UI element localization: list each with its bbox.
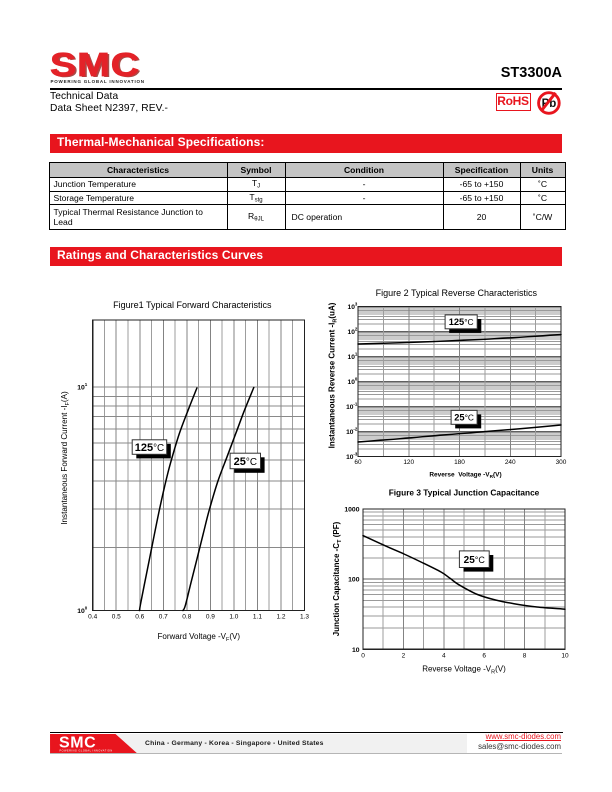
svg-text:0.8: 0.8 (182, 614, 191, 621)
svg-text:10: 10 (561, 653, 569, 660)
svg-text:0.4: 0.4 (88, 614, 97, 621)
svg-text:0: 0 (361, 653, 365, 660)
svg-text:60: 60 (354, 459, 362, 466)
svg-text:Instantaneous Reverse Current: Instantaneous Reverse Current -IR(uA) (328, 302, 339, 448)
svg-text:0.6: 0.6 (135, 614, 144, 621)
svg-text:100: 100 (348, 377, 358, 386)
svg-text:10-2: 10-2 (346, 427, 358, 436)
svg-text:101: 101 (77, 382, 88, 392)
svg-text:125°C: 125°C (449, 317, 474, 327)
svg-text:25°C: 25°C (234, 456, 257, 468)
svg-text:4: 4 (442, 653, 446, 660)
svg-text:Figure 2 Typical Reverse Chara: Figure 2 Typical Reverse Characteristics (376, 288, 538, 298)
svg-text:1.1: 1.1 (253, 614, 262, 621)
svg-text:10: 10 (352, 647, 360, 654)
svg-text:Figure1 Typical Forward Charac: Figure1 Typical Forward Characteristics (113, 300, 272, 310)
svg-text:180: 180 (454, 459, 465, 466)
svg-text:25°C: 25°C (464, 555, 486, 566)
svg-text:300: 300 (556, 459, 567, 466)
svg-text:1.3: 1.3 (300, 614, 309, 621)
svg-text:240: 240 (505, 459, 516, 466)
svg-text:100: 100 (77, 606, 88, 616)
svg-text:100: 100 (348, 577, 360, 584)
svg-text:102: 102 (348, 327, 358, 336)
svg-text:0.9: 0.9 (206, 614, 215, 621)
svg-text:0.7: 0.7 (159, 614, 168, 621)
svg-text:1.0: 1.0 (229, 614, 238, 621)
svg-text:120: 120 (403, 459, 414, 466)
svg-text:POWERING GLOBAL INNOVATION: POWERING GLOBAL INNOVATION (60, 749, 113, 752)
svg-text:10-3: 10-3 (346, 452, 358, 461)
svg-text:0.5: 0.5 (112, 614, 121, 621)
svg-text:Junction Capacitance -CT (PF): Junction Capacitance -CT (PF) (332, 521, 343, 636)
svg-text:Forward Voltage -VF(V): Forward Voltage -VF(V) (158, 632, 241, 643)
svg-text:101: 101 (348, 352, 358, 361)
svg-text:2: 2 (402, 653, 406, 660)
svg-text:103: 103 (348, 302, 358, 311)
svg-text:125°C: 125°C (135, 442, 164, 454)
svg-text:6: 6 (482, 653, 486, 660)
svg-text:Reverse Voltage -VR(V): Reverse Voltage -VR(V) (429, 471, 501, 479)
svg-text:8: 8 (523, 653, 527, 660)
svg-text:Instantaneous Forward Current: Instantaneous Forward Current -IF(A) (60, 391, 71, 525)
svg-text:10-1: 10-1 (346, 402, 358, 411)
svg-text:SMC: SMC (59, 734, 96, 751)
svg-text:1.2: 1.2 (276, 614, 285, 621)
svg-text:Figure 3 Typical Junction Capa: Figure 3 Typical Junction Capacitance (389, 488, 540, 498)
svg-text:25°C: 25°C (454, 413, 474, 423)
svg-text:1000: 1000 (344, 507, 359, 514)
svg-text:Reverse Voltage -VR(V): Reverse Voltage -VR(V) (422, 665, 506, 676)
